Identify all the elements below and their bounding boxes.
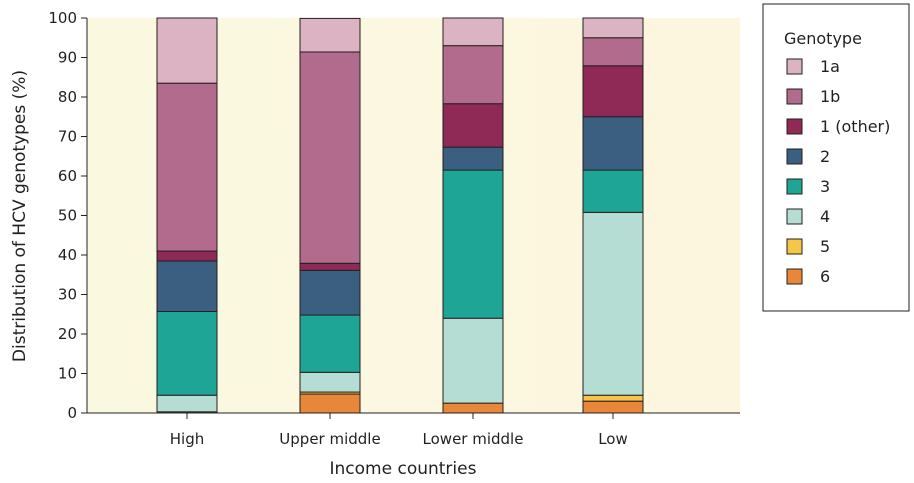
y-tick-label-80: 80 <box>58 88 77 106</box>
legend-label-2: 2 <box>820 147 830 166</box>
legend-label-5: 5 <box>820 237 830 256</box>
bar-segment-high-1-other <box>156 250 218 262</box>
y-axis-title: Distribution of HCV genotypes (%) <box>10 70 30 362</box>
bar-segment-high-3 <box>156 310 218 396</box>
bar-segment-upper-middle-4 <box>299 371 361 393</box>
bar-segment-low-3 <box>582 169 644 213</box>
bar-segment-lower-middle-1-other <box>442 103 504 148</box>
bar-segment-upper-middle-1b <box>299 51 361 264</box>
bar-segment-high-1a <box>156 17 218 84</box>
legend-label-1-other: 1 (other) <box>820 117 890 136</box>
bar-segment-low-2 <box>582 116 644 171</box>
y-tick-label-10: 10 <box>58 365 77 383</box>
bar-segment-upper-middle-6 <box>299 393 361 414</box>
y-tick-label-0: 0 <box>67 404 77 422</box>
y-tick-label-50: 50 <box>58 207 77 225</box>
legend-label-6: 6 <box>820 267 830 286</box>
bars-layer <box>156 17 644 414</box>
y-tick-label-70: 70 <box>58 128 77 146</box>
tick-labels: 0 10 20 30 40 50 60 70 80 90 100 High Upper middle Lo… <box>48 9 627 448</box>
legend-swatch-3 <box>786 178 803 195</box>
bar-segment-high-1b <box>156 82 218 252</box>
legend-label-3: 3 <box>820 177 830 196</box>
bar-segment-high-2 <box>156 260 218 312</box>
legend-swatch-1a <box>786 58 803 75</box>
bar-segment-lower-middle-2 <box>442 146 504 171</box>
axes-layer <box>81 17 740 419</box>
x-axis-title: Income countries <box>330 459 477 479</box>
bar-segment-lower-middle-1a <box>442 17 504 47</box>
y-tick-label-90: 90 <box>58 49 77 67</box>
y-tick-label-60: 60 <box>58 167 77 185</box>
bar-segment-low-5 <box>582 394 644 402</box>
legend-swatch-4 <box>786 208 803 225</box>
bar-segment-lower-middle-3 <box>442 169 504 319</box>
x-tick-label-high: High <box>170 430 204 448</box>
bar-segment-low-1a <box>582 17 644 39</box>
bar-segment-upper-middle-1a <box>299 17 361 53</box>
x-tick-label-upper-middle: Upper middle <box>279 430 380 448</box>
bar-segment-low-1b <box>582 37 644 67</box>
legend-swatch-1-other <box>786 118 803 135</box>
bar-segment-upper-middle-1-other <box>299 262 361 271</box>
legend: Genotype 1a 1b 1 (other) 2 3 4 5 6 <box>762 3 910 312</box>
x-tick-label-lower-middle: Lower middle <box>423 430 524 448</box>
bar-segment-low-6 <box>582 400 644 414</box>
bar-segment-high-4 <box>156 394 218 413</box>
legend-swatch-6 <box>786 268 803 285</box>
legend-box <box>762 3 910 312</box>
bar-segment-lower-middle-4 <box>442 317 504 404</box>
legend-label-4: 4 <box>820 207 830 226</box>
y-tick-label-20: 20 <box>58 325 77 343</box>
bar-segment-low-4 <box>582 211 644 396</box>
x-tick-label-low: Low <box>598 430 628 448</box>
y-tick-label-100: 100 <box>48 9 77 27</box>
bar-segment-lower-middle-6 <box>442 402 504 414</box>
legend-label-1b: 1b <box>820 87 840 106</box>
legend-title: Genotype <box>784 29 862 48</box>
legend-swatch-1b <box>786 88 803 105</box>
legend-label-1a: 1a <box>820 57 840 76</box>
legend-swatch-2 <box>786 148 803 165</box>
bar-segment-lower-middle-1b <box>442 45 504 105</box>
legend-items: 1a 1b 1 (other) 2 3 4 5 6 <box>786 57 890 286</box>
bar-segment-low-1-other <box>582 65 644 118</box>
legend-swatch-5 <box>786 238 803 255</box>
y-tick-label-40: 40 <box>58 246 77 264</box>
bar-segment-upper-middle-2 <box>299 269 361 316</box>
y-tick-label-30: 30 <box>58 286 77 304</box>
bar-segment-upper-middle-3 <box>299 314 361 373</box>
